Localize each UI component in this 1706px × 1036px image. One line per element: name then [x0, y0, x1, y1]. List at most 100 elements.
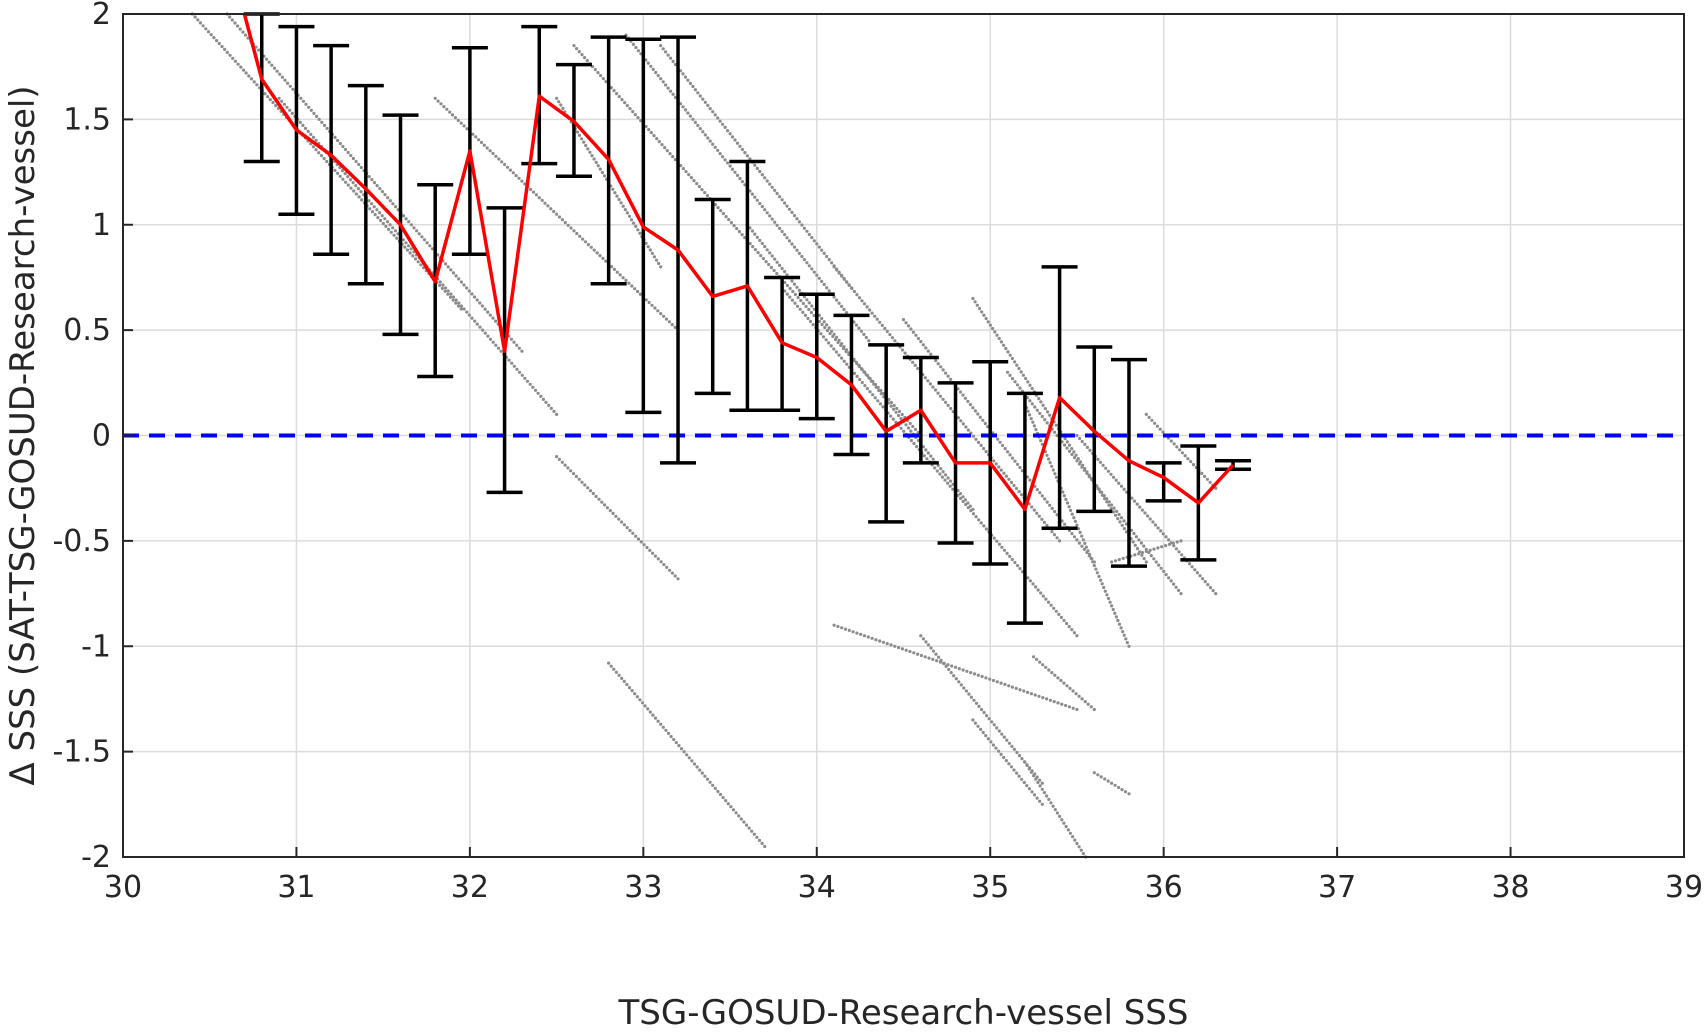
scatter-point — [1092, 707, 1096, 712]
scatter-point — [1048, 503, 1052, 507]
scatter-point — [815, 273, 819, 277]
scatter-point — [969, 671, 973, 675]
scatter-point — [1117, 558, 1121, 562]
scatter-point — [215, 39, 219, 43]
scatter-point — [1134, 535, 1138, 539]
scatter-point — [592, 248, 596, 252]
scatter-point — [454, 301, 458, 305]
scatter-point — [349, 153, 353, 158]
scatter-point — [982, 524, 986, 528]
scatter-point — [1064, 497, 1068, 501]
scatter-point — [1055, 811, 1059, 815]
y-tick-label: 0 — [92, 419, 111, 454]
scatter-point — [938, 472, 942, 476]
scatter-point — [963, 498, 968, 502]
scatter-point — [368, 207, 372, 211]
scatter-point — [783, 270, 787, 274]
scatter-point — [1067, 705, 1071, 709]
scatter-point — [949, 479, 953, 483]
scatter-point — [451, 295, 456, 299]
scatter-point — [1004, 759, 1008, 763]
scatter-point — [586, 147, 590, 151]
scatter-point — [1002, 471, 1006, 475]
scatter-point — [483, 331, 487, 335]
scatter-point — [271, 100, 275, 105]
scatter-point — [909, 429, 913, 433]
scatter-point — [1105, 500, 1109, 504]
scatter-point — [578, 234, 582, 238]
scatter-point — [1025, 784, 1029, 788]
scatter-point — [961, 422, 965, 426]
scatter-point — [679, 747, 684, 751]
scatter-point — [322, 123, 327, 127]
scatter-point — [949, 406, 953, 411]
scatter-point — [1041, 594, 1045, 598]
scatter-point — [619, 201, 623, 205]
scatter-point — [457, 301, 461, 305]
scatter-point — [990, 720, 994, 724]
scatter-point — [1208, 480, 1212, 484]
scatter-point — [1140, 551, 1145, 555]
scatter-point — [291, 87, 295, 91]
scatter-point — [1140, 553, 1144, 557]
scatter-point — [740, 180, 745, 184]
scatter-point — [384, 224, 388, 228]
scatter-point — [1113, 559, 1118, 563]
scatter-point — [673, 158, 678, 162]
scatter-point — [1033, 405, 1037, 409]
scatter-point — [486, 334, 490, 338]
scatter-point — [666, 731, 671, 736]
scatter-point — [1067, 625, 1071, 629]
scatter-point — [392, 233, 396, 237]
scatter-point — [1076, 527, 1081, 531]
scatter-point — [829, 344, 833, 348]
scatter-point — [1031, 420, 1035, 424]
scatter-point — [391, 226, 395, 230]
scatter-point — [1010, 685, 1015, 689]
scatter-point — [536, 391, 540, 395]
scatter-point — [1082, 468, 1086, 472]
scatter-point — [926, 379, 930, 383]
scatter-point — [962, 686, 966, 690]
scatter-point — [977, 306, 982, 311]
scatter-point — [575, 47, 579, 51]
scatter-point — [1031, 582, 1035, 586]
scatter-point — [1096, 457, 1100, 461]
scatter-point — [386, 196, 390, 200]
scatter-point — [1046, 600, 1051, 604]
scatter-point — [696, 123, 700, 128]
scatter-point — [753, 195, 757, 199]
scatter-point — [949, 377, 953, 381]
scatter-point — [631, 110, 635, 114]
scatter-point — [665, 565, 669, 570]
scatter-point — [572, 472, 576, 476]
scatter-point — [1158, 427, 1162, 431]
scatter-point — [979, 727, 983, 732]
scatter-point — [811, 323, 815, 327]
scatter-point — [790, 298, 795, 302]
scatter-point — [483, 307, 487, 311]
scatter-point — [314, 138, 318, 142]
scatter-point — [708, 139, 712, 143]
y-tick-label: -0.5 — [52, 524, 111, 559]
scatter-point — [651, 551, 655, 555]
scatter-point — [635, 695, 639, 699]
scatter-point — [1060, 818, 1064, 822]
scatter-point — [921, 637, 926, 641]
scatter-point — [1043, 497, 1047, 501]
scatter-point — [824, 338, 828, 342]
scatter-point — [913, 427, 918, 432]
scatter-point — [1052, 700, 1056, 704]
scatter-point — [1075, 634, 1079, 638]
scatter-point — [1122, 633, 1126, 637]
scatter-point — [1052, 533, 1057, 537]
scatter-point — [748, 242, 752, 246]
scatter-point — [903, 351, 907, 355]
scatter-point — [980, 310, 984, 314]
scatter-point — [924, 346, 928, 350]
scatter-point — [1029, 692, 1033, 696]
scatter-point — [768, 251, 772, 255]
scatter-point — [783, 201, 787, 205]
scatter-point — [515, 343, 519, 347]
scatter-point — [317, 117, 321, 121]
